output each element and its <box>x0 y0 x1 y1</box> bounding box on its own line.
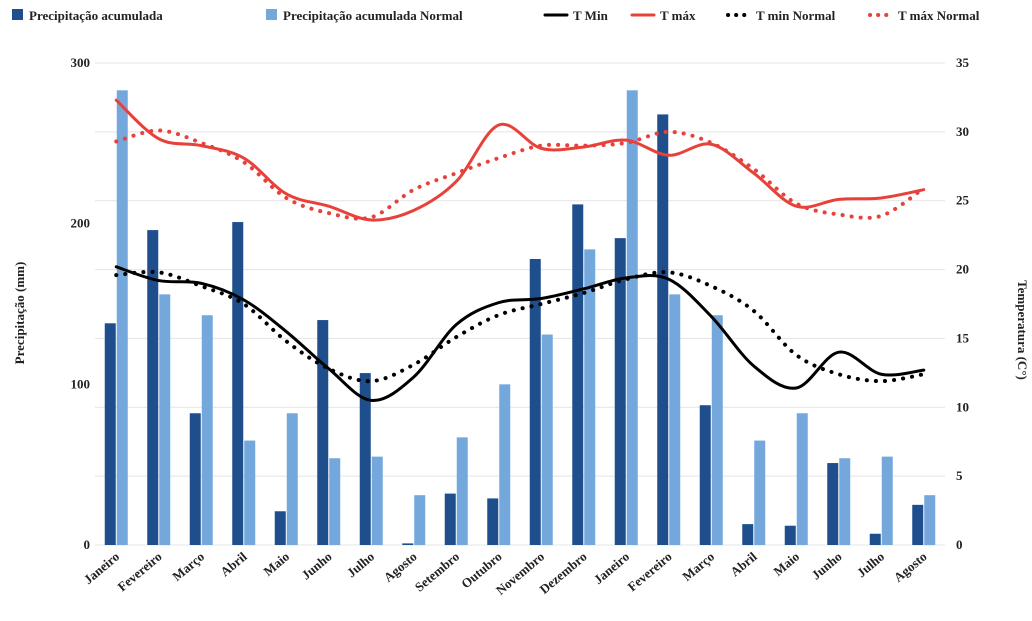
bar-precipitacao <box>147 230 159 546</box>
bar-precipitacao-normal <box>116 90 128 546</box>
x-tick-label: Junho <box>298 549 334 583</box>
bar-precipitacao <box>784 525 796 545</box>
bar-precipitacao <box>402 543 414 545</box>
bar-precipitacao-normal <box>839 458 851 545</box>
x-tick-label: Março <box>169 549 207 584</box>
gridlines <box>95 62 945 546</box>
y-right-tick-label: 20 <box>956 262 969 277</box>
bar-precipitacao-normal <box>244 440 256 545</box>
x-tick-label: Julho <box>854 549 887 580</box>
bar-precipitacao-normal <box>711 315 723 545</box>
x-tick-label: Agosto <box>381 549 420 585</box>
bar-precipitacao-normal <box>541 334 553 545</box>
bar-precipitacao <box>274 511 286 545</box>
bar-precipitacao <box>869 533 881 545</box>
bar-precipitacao-normal <box>499 384 511 545</box>
bar-precipitacao <box>742 524 754 545</box>
y-left-tick-label: 100 <box>71 376 91 391</box>
legend-label: T Min <box>573 8 609 23</box>
line-t-min-normal <box>114 269 926 384</box>
y-right-tick-label: 0 <box>956 537 963 552</box>
y-right-tick-label: 5 <box>956 468 963 483</box>
bar-precipitacao <box>572 204 584 546</box>
legend-swatch <box>266 9 277 20</box>
x-tick-label: Março <box>679 549 717 584</box>
y-axis-left-ticks: 0 100 200 300 <box>71 55 91 552</box>
x-tick-label: Abril <box>727 549 760 580</box>
line-t-m-x <box>114 98 926 222</box>
bar-precipitacao-normal <box>924 495 936 545</box>
bar-precipitacao <box>912 504 924 545</box>
bar-precipitacao-normal <box>371 456 383 545</box>
x-tick-label: Abril <box>217 549 250 580</box>
legend-swatch <box>12 9 23 20</box>
line-t-m-x-normal <box>114 128 926 221</box>
x-tick-label: Dezembro <box>537 549 590 597</box>
bar-precipitacao-normal <box>414 495 426 545</box>
legend-label: Precipitação acumulada Normal <box>283 8 463 23</box>
x-tick-label: Maio <box>770 549 802 579</box>
bar-precipitacao-normal <box>159 294 171 545</box>
bar-precipitacao-normal <box>456 437 468 545</box>
y-right-tick-label: 15 <box>956 330 970 345</box>
line-t-min <box>114 265 926 402</box>
bar-precipitacao <box>657 114 669 545</box>
bar-precipitacao <box>232 222 244 545</box>
y-left-tick-label: 300 <box>71 55 91 70</box>
y-right-tick-label: 30 <box>956 124 969 139</box>
bar-precipitacao <box>699 405 711 545</box>
bar-precipitacao-normal <box>881 456 893 545</box>
bar-precipitacao <box>317 320 329 545</box>
bar-precipitacao-normal <box>796 413 808 545</box>
bar-precipitacao-normal <box>584 249 596 545</box>
bar-precipitacao <box>487 498 499 545</box>
legend-label: T máx Normal <box>898 8 980 23</box>
legend-label: T min Normal <box>756 8 836 23</box>
y-axis-right-ticks: 0 5 10 15 20 25 30 35 <box>956 55 970 552</box>
x-tick-label: Setembro <box>412 549 462 595</box>
y-left-tick-label: 0 <box>84 537 91 552</box>
legend: Precipitação acumulada Precipitação acumu… <box>12 8 980 23</box>
bar-precipitacao-normal <box>201 315 213 545</box>
y-right-tick-label: 35 <box>956 55 970 70</box>
y-left-tick-label: 200 <box>71 216 91 231</box>
bar-precipitacao <box>104 323 116 545</box>
bar-precipitacao <box>827 463 839 545</box>
y-axis-left-title: Precipitação (mm) <box>12 262 27 365</box>
y-right-tick-label: 25 <box>956 193 970 208</box>
bar-precipitacao <box>614 238 626 546</box>
x-tick-label: Fevereiro <box>624 549 674 595</box>
line-series <box>114 98 926 402</box>
x-tick-label: Julho <box>344 549 377 580</box>
x-tick-label: Fevereiro <box>114 549 164 595</box>
x-tick-label: Agosto <box>891 549 930 585</box>
bar-precipitacao-normal <box>286 413 298 545</box>
x-tick-label: Maio <box>260 549 292 579</box>
bar-precipitacao-normal <box>626 90 638 546</box>
bar-precipitacao <box>359 373 371 545</box>
bar-precipitacao <box>189 413 201 545</box>
bar-precipitacao <box>444 493 456 545</box>
bar-precipitacao <box>529 259 541 545</box>
y-axis-right-title: Temperatura (C°) <box>1015 280 1030 380</box>
bar-precipitacao-normal <box>754 440 766 545</box>
bar-series <box>104 90 936 546</box>
y-right-tick-label: 10 <box>956 399 969 414</box>
legend-label: T máx <box>660 8 696 23</box>
legend-label: Precipitação acumulada <box>29 8 163 23</box>
bar-precipitacao-normal <box>669 294 681 545</box>
bar-precipitacao-normal <box>329 458 341 545</box>
x-tick-label: Junho <box>808 549 844 583</box>
